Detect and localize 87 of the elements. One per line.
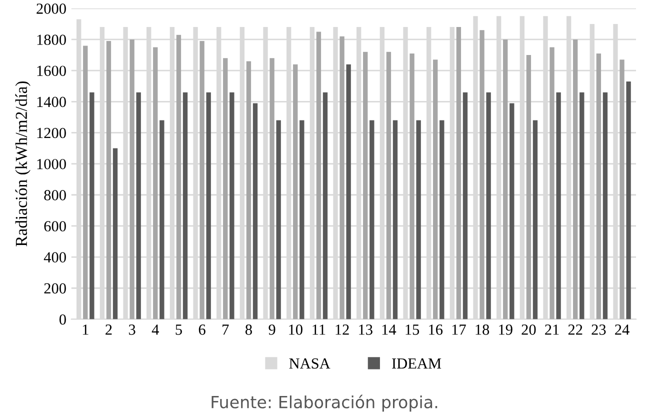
x-tick-label: 17 xyxy=(452,324,466,335)
bar xyxy=(410,53,414,320)
bar xyxy=(200,41,204,320)
x-tick-label: 14 xyxy=(382,324,396,335)
x-tick-label: 9 xyxy=(268,324,276,335)
bar xyxy=(503,39,508,320)
bar xyxy=(480,30,484,320)
y-tick-label: 2000 xyxy=(36,4,66,14)
bar xyxy=(392,120,398,320)
bar xyxy=(510,103,514,320)
bar xyxy=(340,36,344,320)
x-tick-label: 5 xyxy=(176,324,182,335)
y-tick-label: 1400 xyxy=(37,96,66,108)
x-tick-label: 24 xyxy=(615,324,630,335)
legend-label: NASA xyxy=(289,358,330,369)
bar xyxy=(596,53,602,320)
bar xyxy=(293,64,298,320)
bar xyxy=(136,92,141,320)
x-tick-label: 13 xyxy=(359,324,372,335)
bar xyxy=(206,92,211,320)
y-tick-label: 1000 xyxy=(37,158,66,170)
bar xyxy=(370,120,374,320)
bar xyxy=(386,52,392,320)
bar xyxy=(230,92,234,320)
x-tick-label: 18 xyxy=(476,324,490,335)
bar xyxy=(223,58,228,320)
bar xyxy=(90,92,94,320)
bar xyxy=(602,92,608,320)
bar xyxy=(486,92,491,320)
y-tick-label: 1200 xyxy=(37,128,66,138)
bar xyxy=(276,120,281,320)
y-axis-title: Radiación (kWh/m2/día) xyxy=(15,81,30,246)
x-tick-label: 15 xyxy=(406,324,420,335)
bar xyxy=(580,92,584,320)
bar xyxy=(270,58,274,320)
bar xyxy=(300,120,304,320)
y-tick-label: 600 xyxy=(44,221,66,232)
bar xyxy=(456,27,462,320)
bar xyxy=(153,47,158,320)
y-tick-label: 200 xyxy=(44,283,66,294)
bar xyxy=(246,61,252,320)
bar xyxy=(112,148,118,320)
bar xyxy=(573,39,578,320)
x-tick-label: 16 xyxy=(429,324,443,335)
x-tick-label: 19 xyxy=(499,324,512,335)
bar xyxy=(550,47,554,320)
bar xyxy=(346,64,351,320)
x-tick-label: 21 xyxy=(545,324,559,335)
bar xyxy=(416,120,421,320)
y-tick-label: 0 xyxy=(59,314,66,325)
y-tick-label: 1600 xyxy=(37,66,66,76)
bar xyxy=(526,55,532,320)
x-tick-label: 10 xyxy=(289,324,302,335)
x-tick-label: 7 xyxy=(222,324,229,335)
x-tick-label: 12 xyxy=(336,324,349,335)
bar xyxy=(433,60,438,320)
x-tick-label: 3 xyxy=(128,324,136,335)
x-tick-label: 11 xyxy=(312,324,326,335)
bar xyxy=(130,39,134,320)
y-tick-label: 400 xyxy=(44,252,66,262)
bar xyxy=(160,120,164,320)
bar xyxy=(83,46,88,320)
bar xyxy=(252,103,258,320)
x-tick-label: 1 xyxy=(82,324,88,335)
bar xyxy=(440,120,444,320)
x-tick-label: 22 xyxy=(568,324,582,335)
bar xyxy=(106,41,112,320)
bar xyxy=(182,92,188,320)
x-tick-label: 6 xyxy=(198,324,206,335)
y-tick-label: 800 xyxy=(44,190,66,200)
x-tick-label: 8 xyxy=(245,324,252,335)
x-tick-label: 2 xyxy=(106,324,112,335)
x-tick-label: 23 xyxy=(592,324,606,335)
bar xyxy=(176,34,182,320)
x-tick-label: 4 xyxy=(152,324,159,335)
y-tick-label: 1800 xyxy=(37,34,66,45)
source-note: Fuente: Elaboración propia. xyxy=(212,394,438,412)
bar xyxy=(322,92,328,320)
bar xyxy=(620,60,624,320)
bar xyxy=(532,120,538,320)
legend-label: IDEAM xyxy=(392,358,442,369)
bar xyxy=(462,92,468,320)
bar xyxy=(363,52,368,320)
bar xyxy=(626,81,631,320)
bar xyxy=(556,92,561,320)
x-tick-label: 20 xyxy=(522,324,536,335)
bar xyxy=(316,32,322,320)
